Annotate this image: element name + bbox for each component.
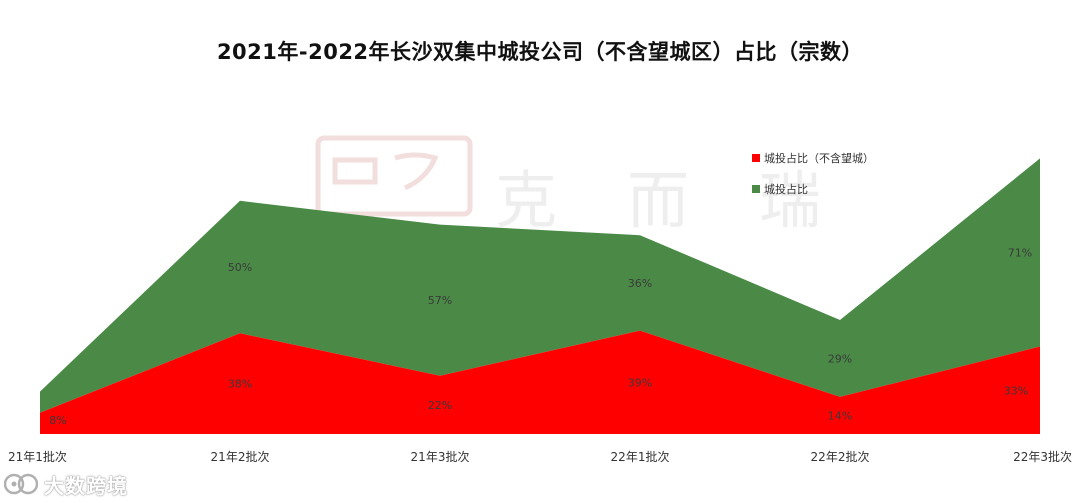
x-tick-label-0: 21年1批次 — [8, 449, 67, 464]
data-label-green-4: 29% — [828, 352, 852, 365]
legend-swatch-red — [752, 154, 760, 162]
data-label-green-3: 36% — [628, 277, 652, 290]
legend-label-green: 城投占比 — [764, 182, 808, 196]
x-tick-label-3: 22年1批次 — [611, 449, 670, 464]
data-label-green-1: 50% — [228, 261, 252, 274]
brand-logo-icon — [4, 473, 38, 495]
data-label-red-3: 39% — [628, 376, 652, 389]
x-tick-label-5: 22年3批次 — [1013, 449, 1072, 464]
data-label-green-5: 71% — [1008, 246, 1032, 259]
x-axis-ticks: 21年1批次 21年2批次 21年3批次 22年1批次 22年2批次 22年3批次 — [8, 449, 1072, 464]
data-label-red-0: 8% — [49, 414, 66, 427]
legend-swatch-green — [752, 185, 760, 193]
x-tick-label-1: 21年2批次 — [211, 449, 270, 464]
data-label-red-1: 38% — [228, 378, 252, 391]
data-label-red-4: 14% — [828, 409, 852, 422]
brand-text: 大数跨境 — [44, 473, 128, 498]
area-layers — [40, 158, 1040, 434]
legend-item-red: 城投占比（不含望城） — [752, 151, 874, 165]
legend-item-green: 城投占比 — [752, 182, 808, 196]
data-label-red-2: 22% — [428, 399, 452, 412]
data-label-green-2: 57% — [428, 294, 452, 307]
legend: 城投占比（不含望城） 城投占比 — [752, 151, 874, 196]
legend-label-red: 城投占比（不含望城） — [764, 151, 874, 165]
x-tick-label-4: 22年2批次 — [811, 449, 870, 464]
x-tick-label-2: 21年3批次 — [411, 449, 470, 464]
watermark-logo: 克而瑞 — [315, 135, 891, 237]
chart-title: 2021年-2022年长沙双集中城投公司（不含望城区）占比（宗数） — [216, 40, 864, 64]
data-labels: 8% 38% 50% 22% 57% 39% 36% 14% 29% 33% 71% — [49, 246, 1032, 427]
area-series-chengtou-ratio-excl-wangcheng — [40, 330, 1040, 434]
data-label-red-5: 33% — [1004, 384, 1028, 397]
brand-watermark: 大数跨境 — [4, 470, 128, 498]
area-series-chengtou-ratio — [40, 158, 1040, 413]
watermark-text: 克而瑞 — [495, 164, 891, 237]
